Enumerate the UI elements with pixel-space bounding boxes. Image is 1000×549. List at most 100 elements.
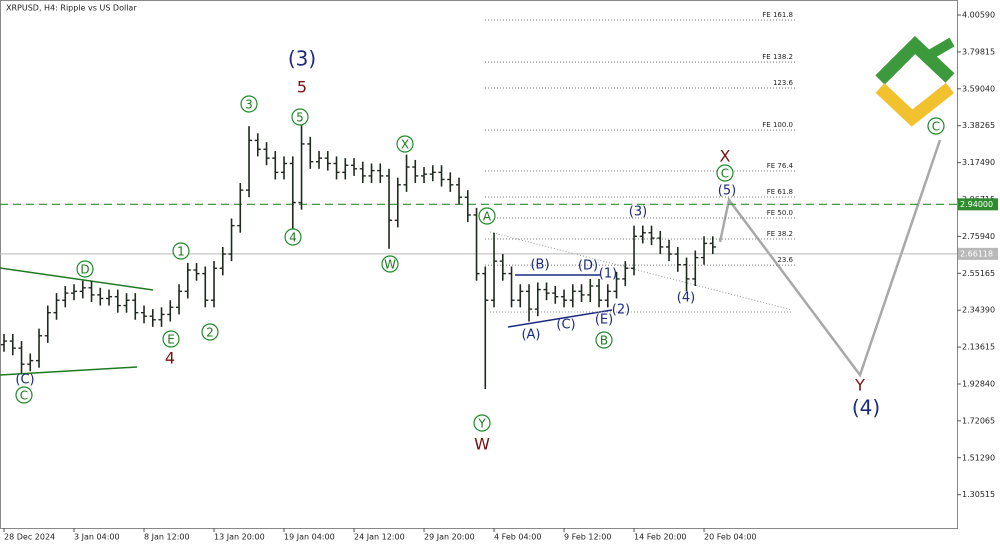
wave-label: 5 [296, 111, 304, 125]
fib-label: 23.6 [777, 256, 793, 264]
wave-label: (C) [556, 318, 575, 333]
price-box-label: 2.94000 [960, 200, 993, 209]
wave-label: 5 [297, 78, 307, 97]
x-tick-label: 29 Jan 20:00 [424, 533, 475, 542]
fib-label: FE 61.8 [767, 188, 793, 196]
y-tick-label: 3.79815 [962, 47, 995, 56]
wave-label: (D) [578, 259, 598, 274]
trend-lines [0, 139, 942, 378]
x-tick-label: 19 Jan 04:00 [284, 533, 335, 542]
projection-path [718, 139, 942, 378]
wave-label: 2 [206, 326, 214, 340]
wave-circle [716, 164, 734, 182]
trend-line [0, 366, 138, 376]
wave-label: B [600, 334, 608, 348]
logo-green-arrow [925, 37, 955, 61]
wave-label: Y [854, 376, 865, 395]
y-tick-label: 3.38265 [962, 121, 995, 130]
plot-frame [0, 0, 958, 529]
wave-label: (B) [530, 258, 549, 273]
wave-label: W [474, 435, 490, 454]
fib-label: FE 161.8 [762, 11, 793, 19]
wave-label: C [20, 389, 28, 403]
wave-circle [396, 135, 414, 153]
wave-circle [240, 95, 258, 113]
fib-label: FE 38.2 [767, 230, 793, 238]
wave-label: 4 [289, 231, 297, 245]
y-tick-label: 1.30515 [962, 490, 995, 499]
price-box [958, 198, 998, 211]
wave-label: C [932, 120, 940, 134]
y-tick-label: 2.34390 [962, 306, 995, 315]
price-box-label: 2.66118 [960, 249, 993, 258]
wave-circle [381, 255, 399, 273]
y-tick-label: 3.59040 [962, 84, 995, 93]
x-tick-label: 14 Feb 20:00 [634, 533, 686, 542]
wave-label: E [167, 333, 175, 347]
price-box [958, 247, 998, 260]
fib-label: FE 100.0 [762, 121, 793, 129]
wave-label: 4 [165, 349, 175, 368]
trend-line [489, 231, 793, 311]
y-tick-label: 1.51290 [962, 453, 995, 462]
fib-label: FE 138.2 [762, 53, 793, 61]
wave-circle [284, 228, 302, 246]
wave-label: (E) [595, 313, 613, 328]
x-tick-label: 28 Dec 2024 [4, 533, 55, 542]
wave-circle [291, 108, 309, 126]
chart-title: XRPUSD, H4: Ripple vs US Dollar [6, 4, 137, 13]
x-tick-label: 24 Jan 12:00 [354, 533, 405, 542]
y-tick-label: 2.55165 [962, 269, 995, 278]
wave-circle [478, 207, 496, 225]
wave-label: (5) [718, 184, 736, 199]
x-tick-label: 9 Feb 12:00 [564, 533, 611, 542]
x-tick-label: 8 Jan 12:00 [144, 533, 190, 542]
x-tick-label: 3 Jan 04:00 [74, 533, 120, 542]
wave-label: Y [477, 417, 486, 431]
wave-label: (4) [677, 291, 695, 306]
y-tick-label: 1.92840 [962, 379, 995, 388]
wave-label: 1 [177, 245, 185, 259]
wave-label: X [401, 138, 409, 152]
wave-circle [15, 386, 33, 404]
y-tick-label: 4.00590 [962, 11, 995, 20]
wave-label: (A) [521, 328, 540, 343]
wave-label: W [384, 258, 396, 272]
wave-label: 3 [245, 98, 253, 112]
fib-label: FE 50.0 [767, 209, 793, 217]
y-tick-label: 2.75940 [962, 232, 995, 241]
wave-circle [76, 260, 94, 278]
wave-label: X [720, 147, 731, 166]
y-tick-label: 1.72065 [962, 416, 995, 425]
trend-line [507, 309, 613, 328]
wave-label: A [483, 210, 492, 224]
wave-label: (2) [612, 303, 630, 318]
wave-circle [595, 331, 613, 349]
wave-label: C [721, 167, 729, 181]
wave-label: D [80, 263, 89, 277]
y-tick-label: 2.13615 [962, 343, 995, 352]
fib-label: FE 76.4 [767, 162, 794, 170]
wave-label: (3) [629, 205, 647, 220]
wave-circle [473, 414, 491, 432]
x-tick-label: 20 Feb 04:00 [704, 533, 756, 542]
wave-circle [162, 330, 180, 348]
x-tick-label: 4 Feb 04:00 [494, 533, 541, 542]
wave-circle [927, 117, 945, 135]
y-tick-label: 3.17490 [962, 158, 995, 167]
logo-yellow [875, 82, 955, 127]
wave-label: (C) [15, 373, 34, 388]
wave-label: (4) [852, 396, 880, 420]
logo [875, 35, 955, 127]
wave-circle [172, 242, 190, 260]
fib-label: 123.6 [773, 79, 794, 87]
bars [0, 124, 716, 390]
logo-green [875, 35, 955, 85]
x-tick-label: 13 Jan 20:00 [214, 533, 265, 542]
wave-label: (1) [599, 267, 617, 282]
wave-circle [201, 323, 219, 341]
wave-label: (3) [288, 47, 316, 71]
trend-line [0, 267, 154, 291]
